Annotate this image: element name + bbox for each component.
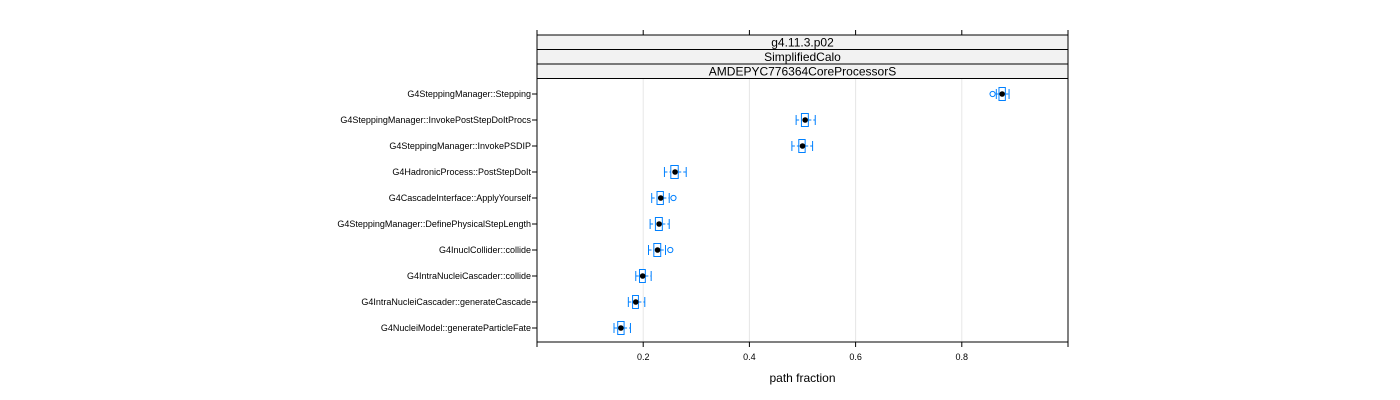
category-label: G4SteppingManager::DefinePhysicalStepLen… [337, 219, 531, 229]
median-dot [999, 91, 1005, 97]
median-dot [802, 117, 808, 123]
x-tick-label: 0.4 [743, 352, 756, 362]
median-dot [657, 195, 664, 201]
category-label: G4SteppingManager::InvokePSDIP [389, 141, 531, 151]
median-dot [618, 325, 624, 331]
outlier-point [989, 90, 996, 98]
median-dot [799, 143, 806, 149]
x-tick-label: 0.6 [849, 352, 862, 362]
strip-label: g4.11.3.p02 [771, 36, 834, 50]
outlier-point [670, 194, 677, 202]
strip-label: SimplifiedCalo [764, 50, 841, 64]
strip-label: AMDEPYC776364CoreProcessorS [709, 65, 896, 79]
x-axis-title: path fraction [769, 371, 835, 385]
median-dot [639, 273, 646, 279]
category-label: G4InuclCollider::collide [439, 245, 531, 255]
x-tick-label: 0.2 [637, 352, 650, 362]
outlier-point [667, 246, 674, 254]
median-dot [632, 299, 639, 305]
category-label: G4NucleiModel::generateParticleFate [381, 323, 531, 333]
category-label: G4IntraNucleiCascader::collide [407, 271, 531, 281]
median-dot [656, 221, 662, 227]
median-dot [654, 247, 661, 253]
category-label: G4HadronicProcess::PostStepDoIt [392, 167, 531, 177]
category-label: G4IntraNucleiCascader::generateCascade [361, 297, 531, 307]
category-label: G4CascadeInterface::ApplyYourself [389, 193, 532, 203]
panel-frame [536, 78, 1069, 343]
category-label: G4SteppingManager::Stepping [407, 89, 531, 99]
category-label: G4SteppingManager::InvokePostStepDoItPro… [340, 115, 531, 125]
x-tick-label: 0.8 [956, 352, 969, 362]
median-dot [672, 169, 678, 175]
